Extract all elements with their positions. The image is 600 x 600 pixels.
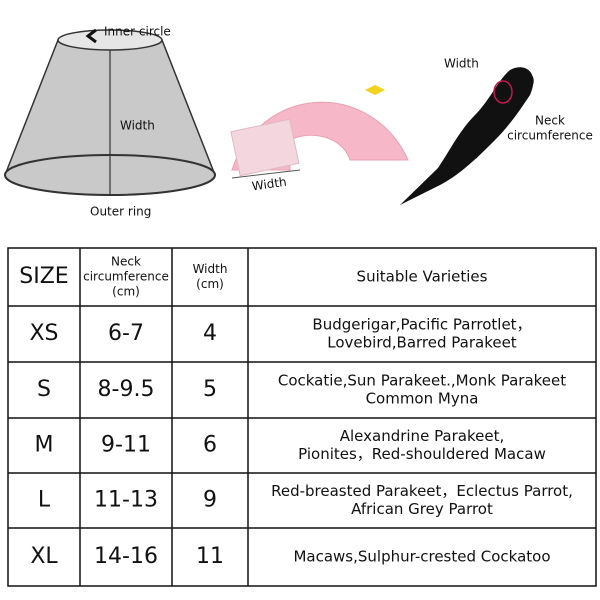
width-cell: 5 [203, 377, 217, 402]
header-cell: Width [193, 262, 228, 276]
cone-diagram: Inner circle Width Outer ring [4, 25, 216, 219]
header-cell: circumference [83, 270, 169, 284]
varieties-cell: Cockatie,Sun Parakeet.,Monk Parakeet [278, 372, 566, 390]
header-cell: (cm) [112, 285, 140, 299]
width-cell: 4 [203, 321, 217, 346]
label: Outer ring [90, 205, 151, 219]
varieties-cell: Red-breasted Parakeet，Eclectus Parrot, [271, 482, 573, 500]
varieties-cell: African Grey Parrot [351, 500, 493, 518]
parrot-diagram: Width Neck circumference [400, 57, 593, 205]
neck-cell: 11-13 [94, 488, 158, 513]
width-cell: 9 [203, 488, 217, 513]
varieties-cell: Alexandrine Parakeet, [340, 427, 505, 445]
label: Width [120, 119, 155, 133]
neck-cell: 8-9.5 [98, 377, 155, 402]
neck-cell: 6-7 [108, 321, 144, 346]
label: Width [251, 175, 287, 194]
size-cell: L [38, 488, 51, 513]
varieties-cell: Common Myna [366, 390, 479, 408]
label: Width [444, 57, 479, 71]
size-cell: XS [29, 321, 58, 346]
collar-diagram: Width [230, 85, 409, 194]
varieties-cell: Pionites，Red-shouldered Macaw [298, 445, 546, 463]
header-cell: SIZE [19, 264, 68, 289]
neck-cell: 9-11 [101, 433, 151, 458]
header-cell: Suitable Varieties [357, 268, 488, 286]
width-cell: 6 [203, 433, 217, 458]
varieties-cell: Budgerigar,Pacific Parrotlet， [312, 316, 531, 334]
size-cell: M [35, 433, 54, 458]
label: Neck [535, 114, 565, 128]
header-cell: Neck [111, 255, 141, 269]
varieties-cell: Lovebird,Barred Parakeet [327, 334, 517, 352]
label: circumference [507, 129, 593, 143]
table-border [7, 247, 597, 587]
width-cell: 11 [196, 544, 224, 569]
size-cell: S [37, 377, 51, 402]
header-cell: (cm) [196, 277, 224, 291]
varieties-cell: Macaws,Sulphur-crested Cockatoo [293, 548, 550, 566]
neck-cell: 14-16 [94, 544, 158, 569]
label: Inner circle [104, 25, 171, 39]
size-cell: XL [30, 544, 58, 569]
